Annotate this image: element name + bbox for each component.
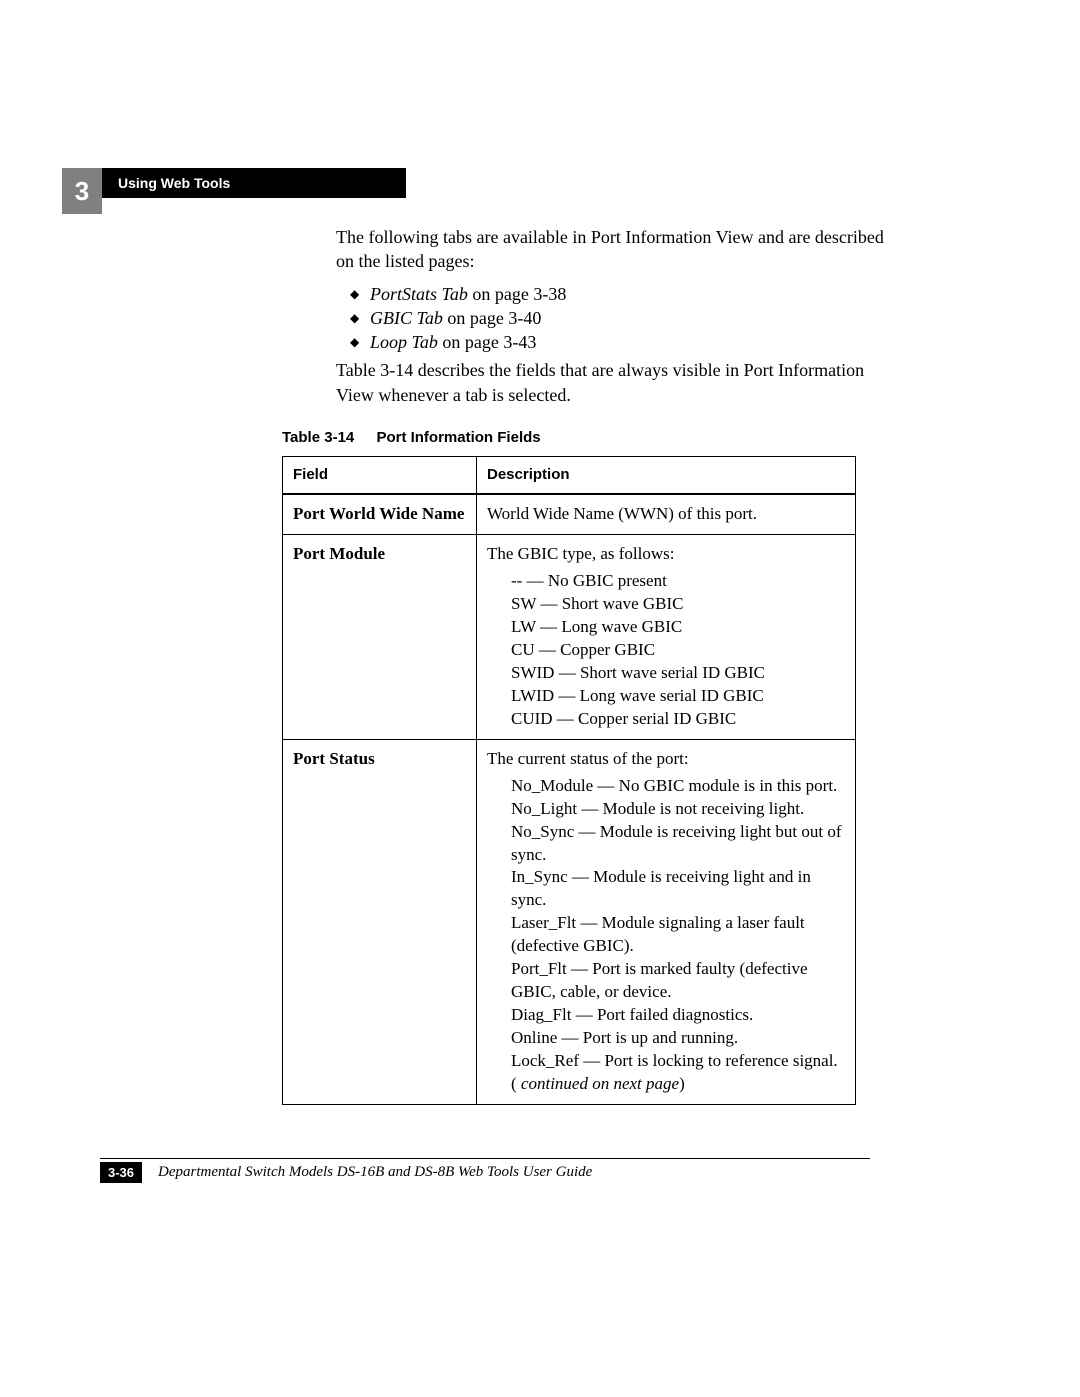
desc-item: In_Sync — Module is receiving light and …: [511, 866, 845, 912]
page-footer: 3-36 Departmental Switch Models DS-16B a…: [100, 1162, 900, 1183]
desc-item: Online — Port is up and running.: [511, 1027, 845, 1050]
page-number: 3-36: [100, 1162, 142, 1183]
column-header-field: Field: [283, 457, 477, 495]
table-caption: Table 3-14 Port Information Fields: [282, 429, 896, 446]
column-header-description: Description: [477, 457, 856, 495]
table-row: Port World Wide Name World Wide Name (WW…: [283, 494, 856, 534]
desc-item: Diag_Flt — Port failed diagnostics.: [511, 1004, 845, 1027]
desc-item: No_Sync — Module is receiving light but …: [511, 821, 845, 867]
footer-rule: [100, 1158, 870, 1159]
desc-tail-italic: continued on next page: [521, 1074, 679, 1093]
field-cell: Port Module: [283, 535, 477, 740]
field-cell: Port Status: [283, 739, 477, 1104]
desc-item: No_Light — Module is not receiving light…: [511, 798, 845, 821]
description-cell: World Wide Name (WWN) of this port.: [477, 494, 856, 534]
desc-item: CUID — Copper serial ID GBIC: [511, 708, 845, 731]
table-row: Port Status The current status of the po…: [283, 739, 856, 1104]
list-item: PortStats Tab on page 3-38: [336, 282, 896, 306]
desc-item: SW — Short wave GBIC: [511, 593, 845, 616]
desc-item: CU — Copper GBIC: [511, 639, 845, 662]
page-content: The following tabs are available in Port…: [336, 225, 896, 1105]
desc-intro: The GBIC type, as follows:: [487, 543, 845, 566]
field-cell: Port World Wide Name: [283, 494, 477, 534]
port-info-table: Field Description Port World Wide Name W…: [282, 456, 856, 1105]
list-item: Loop Tab on page 3-43: [336, 330, 896, 354]
desc-item: Laser_Flt — Module signaling a laser fau…: [511, 912, 845, 958]
desc-item: -- — No GBIC present: [511, 570, 845, 593]
tab-page: on page 3-40: [443, 308, 541, 328]
chapter-number: 3: [62, 168, 102, 214]
tab-link: Loop Tab: [370, 332, 438, 352]
table-label: Table 3-14: [282, 429, 354, 446]
desc-item: Port_Flt — Port is marked faulty (defect…: [511, 958, 845, 1004]
chapter-tab: [62, 168, 406, 198]
tab-link: PortStats Tab: [370, 284, 468, 304]
tab-link: GBIC Tab: [370, 308, 443, 328]
tab-page: on page 3-38: [468, 284, 566, 304]
desc-item: No_Module — No GBIC module is in this po…: [511, 775, 845, 798]
desc-item: SWID — Short wave serial ID GBIC: [511, 662, 845, 685]
desc-item: Lock_Ref — Port is locking to reference …: [511, 1050, 845, 1096]
table-header-row: Field Description: [283, 457, 856, 495]
desc-item: LW — Long wave GBIC: [511, 616, 845, 639]
desc-items: No_Module — No GBIC module is in this po…: [487, 775, 845, 1096]
desc-items: -- — No GBIC present SW — Short wave GBI…: [487, 570, 845, 731]
after-list-paragraph: Table 3-14 describes the fields that are…: [336, 358, 896, 407]
desc-tail-suffix: ): [679, 1074, 685, 1093]
description-cell: The current status of the port: No_Modul…: [477, 739, 856, 1104]
list-item: GBIC Tab on page 3-40: [336, 306, 896, 330]
tabs-list: PortStats Tab on page 3-38 GBIC Tab on p…: [336, 282, 896, 355]
table-row: Port Module The GBIC type, as follows: -…: [283, 535, 856, 740]
footer-title: Departmental Switch Models DS-16B and DS…: [158, 1164, 592, 1181]
tab-page: on page 3-43: [438, 332, 536, 352]
description-cell: The GBIC type, as follows: -- — No GBIC …: [477, 535, 856, 740]
desc-item: LWID — Long wave serial ID GBIC: [511, 685, 845, 708]
desc-intro: The current status of the port:: [487, 748, 845, 771]
chapter-title: Using Web Tools: [118, 175, 230, 191]
table-title: Port Information Fields: [376, 429, 540, 446]
intro-paragraph: The following tabs are available in Port…: [336, 225, 896, 274]
